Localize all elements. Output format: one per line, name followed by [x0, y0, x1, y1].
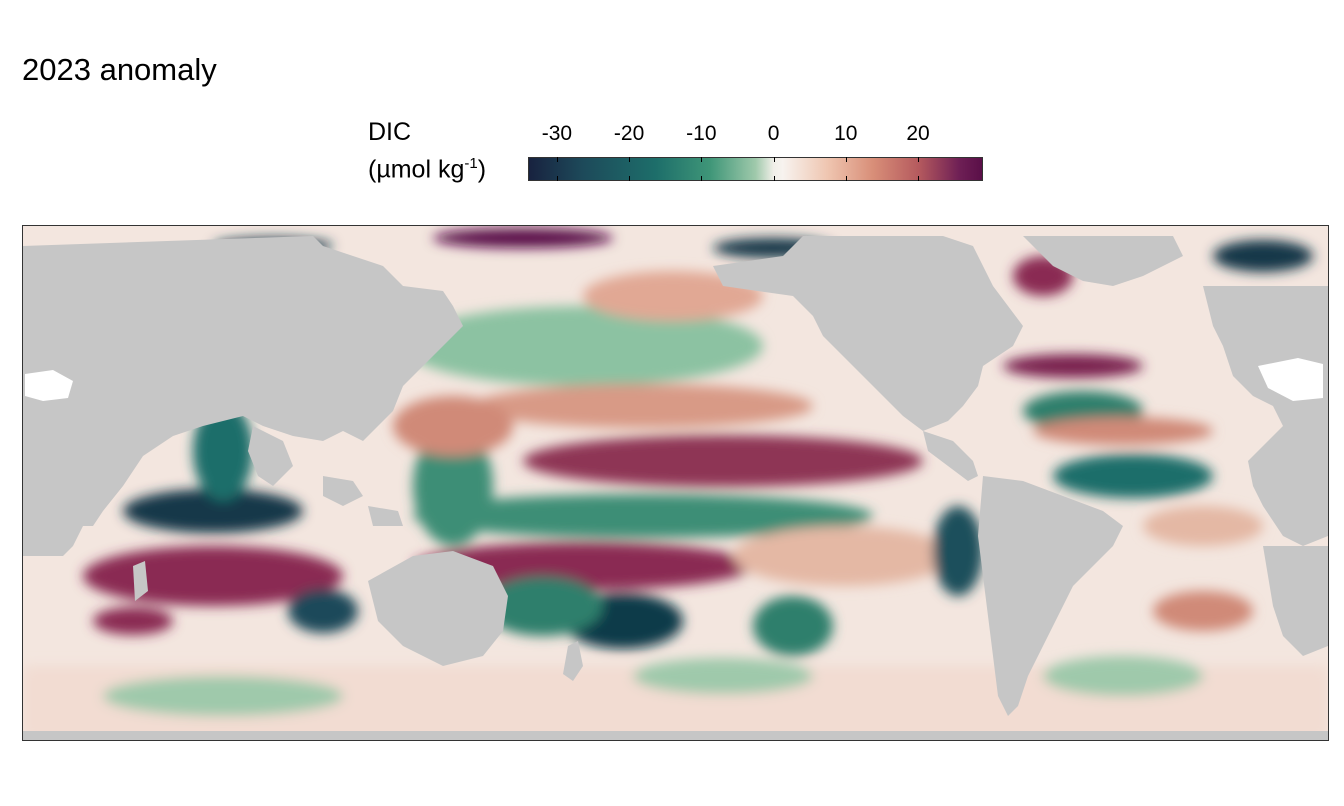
world-map[interactable] [22, 225, 1329, 741]
colorbar-tick-mark [629, 176, 631, 181]
map-title: 2023 anomaly [22, 52, 217, 87]
colorbar-tick-label: 20 [906, 122, 930, 145]
colorbar-tick-mark [773, 157, 775, 162]
land-masses [23, 236, 1328, 740]
colorbar-tick-mark [918, 176, 919, 181]
colorbar-tick-label: -10 [686, 122, 717, 145]
colorbar-tick-mark [845, 176, 847, 181]
colorbar-tick-label: -30 [541, 122, 573, 145]
colorbar-gradient [528, 157, 983, 181]
colorbar-tick-mark [556, 176, 558, 181]
colorbar-tick-mark [629, 157, 631, 162]
colorbar-tick-mark [556, 157, 558, 162]
colorbar-unit: (µmol kg-1) [368, 155, 487, 184]
no-data-patches [25, 358, 1323, 401]
colorbar-variable: DIC [368, 118, 412, 146]
colorbar-tick-mark [918, 157, 919, 162]
colorbar-tick-mark [845, 157, 847, 162]
colorbar-tick-mark [701, 157, 703, 162]
colorbar-tick-label: -20 [613, 122, 645, 145]
colorbar-tick-label: 0 [767, 122, 780, 145]
colorbar-tick-mark [701, 176, 703, 181]
colorbar [528, 157, 983, 181]
colorbar-tick-label: 10 [834, 122, 858, 145]
colorbar-title: DIC (µmol kg-1) [368, 116, 486, 185]
colorbar-tick-mark [773, 176, 775, 181]
